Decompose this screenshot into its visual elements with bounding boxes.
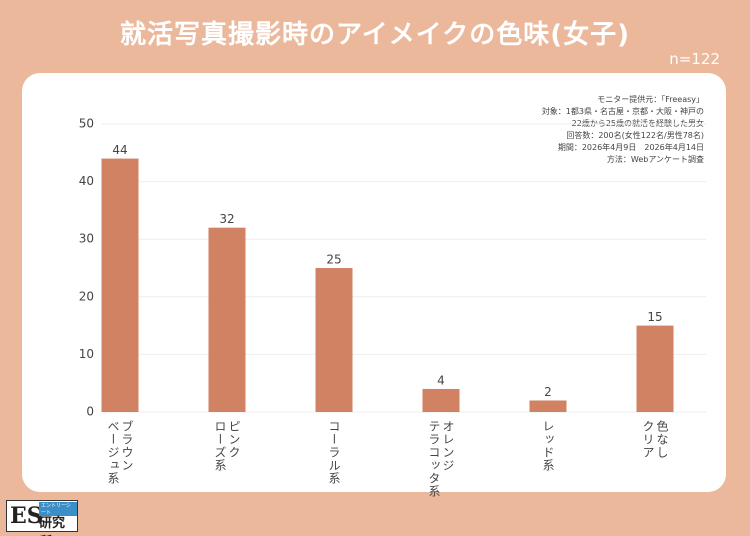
value-label: 25 <box>326 253 341 267</box>
x-tick-label: ブラウン ベージュ系 <box>106 420 134 485</box>
value-label: 15 <box>647 310 662 324</box>
logo-tag: エントリーシート <box>39 502 77 516</box>
value-label: 2 <box>544 385 552 399</box>
bar <box>315 268 353 412</box>
value-label: 4 <box>437 373 445 387</box>
note-line: 期間：2026年4月9日 2026年4月14日 <box>557 143 704 152</box>
x-tick-label: コーラル系 <box>327 420 341 485</box>
chart-title: 就活写真撮影時のアイメイクの色味(女子) <box>120 20 630 50</box>
value-label: 44 <box>112 143 127 157</box>
sample-size: n=122 <box>669 50 720 68</box>
note-line: 回答数：200名(女性122名/男性78名) <box>566 131 704 140</box>
note-line: モニター提供元：「Freeasy」 <box>597 95 704 104</box>
y-tick-label: 20 <box>79 289 94 303</box>
bar <box>636 325 674 412</box>
note-line: 方法：Webアンケート調査 <box>606 155 704 164</box>
y-tick-label: 40 <box>79 174 94 188</box>
x-tick-label: ピンク ローズ系 <box>213 420 241 472</box>
x-tick-label: オレンジ テラコッタ系 <box>427 420 455 498</box>
logo-main: ES <box>10 503 43 529</box>
note-line: 対象：1都3県・名古屋・京都・大阪・神戸の <box>541 107 704 116</box>
y-tick-label: 30 <box>79 232 94 246</box>
x-tick-label: 色なし クリア <box>641 420 669 459</box>
bar <box>101 158 139 412</box>
x-tick-label: レッド系 <box>541 420 555 472</box>
bar <box>422 388 460 412</box>
bar <box>208 227 246 412</box>
y-tick-label: 0 <box>86 405 94 419</box>
bar <box>529 400 567 412</box>
value-label: 32 <box>219 212 234 226</box>
y-tick-label: 10 <box>79 347 94 361</box>
panel <box>22 73 726 492</box>
logo: ES エントリーシート 研究所 <box>6 500 78 536</box>
y-tick-label: 50 <box>79 117 94 131</box>
